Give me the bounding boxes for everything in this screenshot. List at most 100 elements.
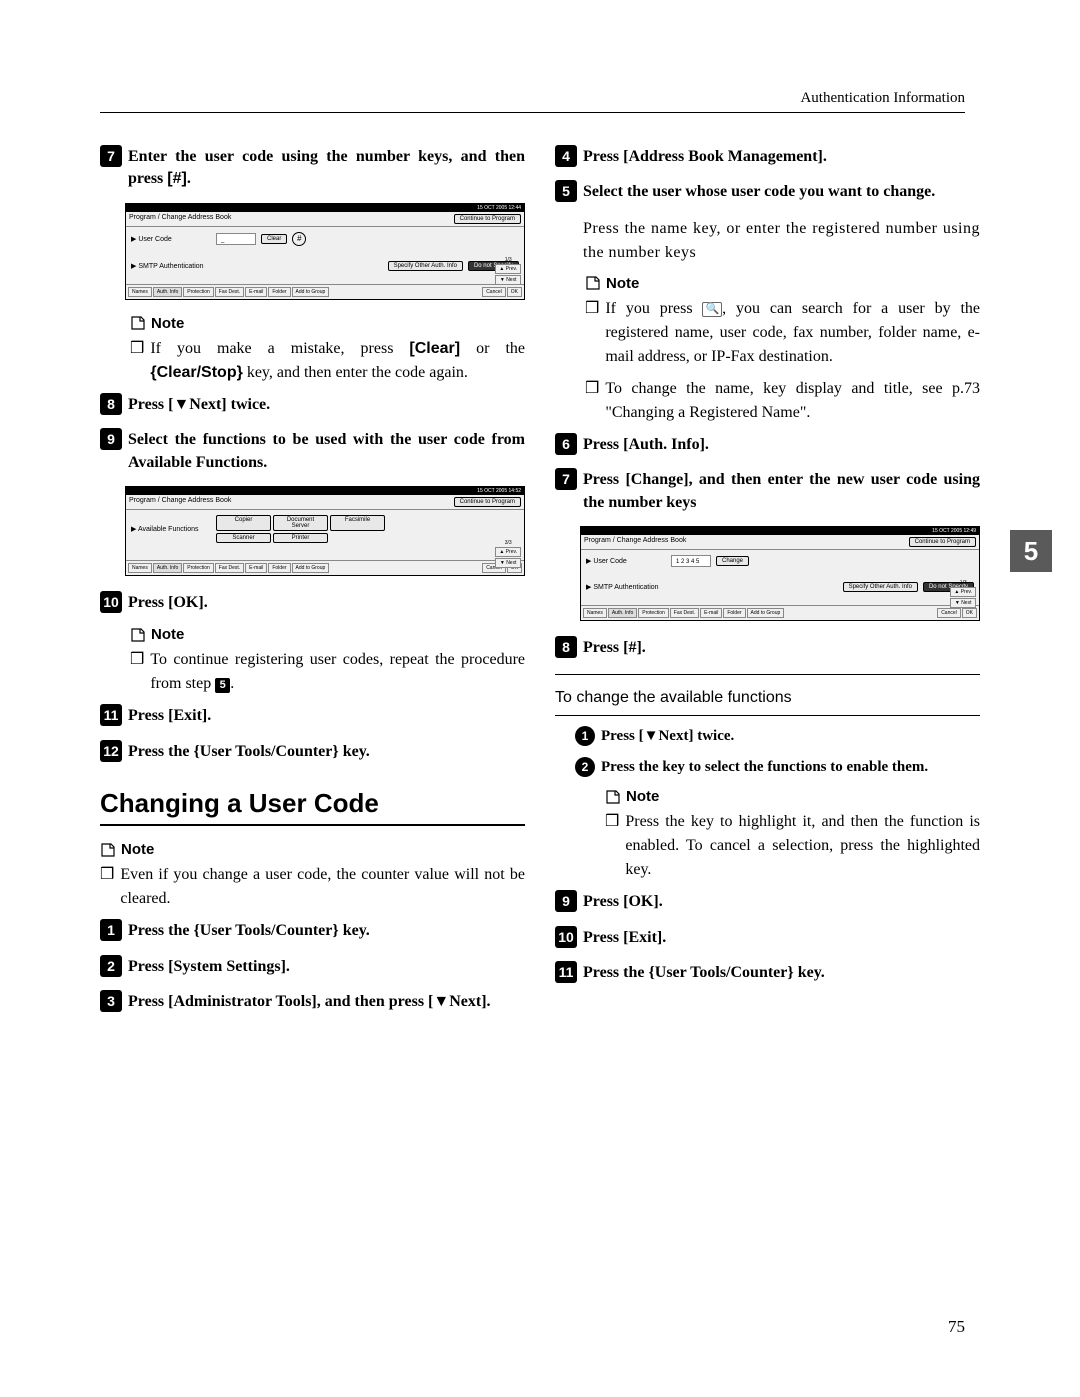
- ss2-tab-names[interactable]: Names: [128, 563, 152, 573]
- ss2-tab-auth[interactable]: Auth. Info: [153, 563, 182, 573]
- ss2-facsimile-btn[interactable]: Facsimile: [330, 515, 385, 531]
- step-5r-text: Select the user whose user code you want…: [583, 180, 935, 203]
- ss2-nav-prev[interactable]: ▲ Prev.: [495, 547, 521, 557]
- ss3-smtp-label: ▶ SMTP Authentication: [586, 583, 666, 591]
- bullet-icon: ❒: [605, 810, 619, 882]
- ss3-tab-folder[interactable]: Folder: [723, 608, 745, 618]
- ss3-tab-auth[interactable]: Auth. Info: [608, 608, 637, 618]
- step-6r-text: Press [Auth. Info].: [583, 433, 709, 456]
- note-text: If you press 🔍, you can search for a use…: [605, 297, 980, 369]
- ss-tab-auth[interactable]: Auth. Info: [153, 287, 182, 297]
- search-key-icon: 🔍: [702, 302, 722, 317]
- ss-nav-prev[interactable]: ▲ Prev.: [495, 264, 521, 274]
- ss3-ok-btn[interactable]: OK: [962, 608, 977, 618]
- step-12-text: Press the {User Tools/Counter} key.: [128, 740, 370, 763]
- ss3-tab-fax[interactable]: Fax Dest.: [670, 608, 699, 618]
- step-4r-text: Press [Address Book Management].: [583, 145, 827, 168]
- ss2-tab-protection[interactable]: Protection: [183, 563, 214, 573]
- note-label: Note: [121, 841, 154, 858]
- step-11-text: Press [Exit].: [128, 704, 211, 727]
- ss-tab-addgroup[interactable]: Add to Group: [292, 287, 330, 297]
- ss-hash-btn[interactable]: #: [292, 232, 306, 246]
- bullet-icon: ❒: [130, 648, 144, 696]
- step-7-text: Enter the user code using the number key…: [128, 145, 525, 191]
- ss-tab-protection[interactable]: Protection: [183, 287, 214, 297]
- ss3-user-code-label: ▶ User Code: [586, 557, 666, 565]
- note-label: Note: [151, 626, 184, 643]
- ss3-continue-btn[interactable]: Continue to Program: [909, 537, 976, 547]
- step-2b-text: Press [System Settings].: [128, 955, 290, 978]
- ss3-cancel-btn[interactable]: Cancel: [937, 608, 961, 618]
- ss-tab-names[interactable]: Names: [128, 287, 152, 297]
- ss2-tab-folder[interactable]: Folder: [268, 563, 290, 573]
- ss2-docserver-btn[interactable]: Document Server: [273, 515, 328, 531]
- step-3b-text: Press [Administrator Tools], and then pr…: [128, 990, 491, 1013]
- ss3-specify-other-btn[interactable]: Specify Other Auth. Info: [843, 582, 918, 592]
- step-number-1b: 1: [100, 919, 122, 941]
- ss2-copier-btn[interactable]: Copier: [216, 515, 271, 531]
- sub-step-1-text: Press [▼Next] twice.: [601, 726, 734, 747]
- ss3-tab-addgroup[interactable]: Add to Group: [747, 608, 785, 618]
- step-9-text: Select the functions to be used with the…: [128, 428, 525, 474]
- screenshot-change-user-code: 15 OCT 2005 12:49 Program / Change Addre…: [580, 526, 980, 621]
- note-icon: [130, 627, 146, 643]
- ss2-nav-next[interactable]: ▼ Next: [495, 558, 521, 568]
- note-label: Note: [626, 788, 659, 805]
- ss-clear-btn[interactable]: Clear: [261, 234, 287, 244]
- bullet-icon: ❒: [585, 297, 599, 369]
- page-header-title: Authentication Information: [800, 90, 965, 107]
- section-underline: [100, 824, 525, 826]
- note-icon: [130, 315, 146, 331]
- ss-tab-fax[interactable]: Fax Dest.: [215, 287, 244, 297]
- section-title: Changing a User Code: [100, 788, 525, 819]
- sub-step-2: 2: [575, 757, 595, 777]
- step-number-10: 10: [100, 591, 122, 613]
- ss-tab-email[interactable]: E-mail: [245, 287, 267, 297]
- ss2-printer-btn[interactable]: Printer: [273, 533, 328, 543]
- ss2-avail-label: ▶ Available Functions: [131, 525, 211, 533]
- note-text: Even if you change a user code, the coun…: [120, 863, 525, 911]
- screenshot-available-functions: 15 OCT 2005 14:52 Program / Change Addre…: [125, 486, 525, 576]
- step-number-12: 12: [100, 740, 122, 762]
- ss-continue-btn[interactable]: Continue to Program: [454, 214, 521, 224]
- ss2-continue-btn[interactable]: Continue to Program: [454, 497, 521, 507]
- step-number-8: 8: [100, 393, 122, 415]
- step-number-6r: 6: [555, 433, 577, 455]
- ss2-nav-count: 3/3: [495, 540, 521, 546]
- ss-smtp-label: ▶ SMTP Authentication: [131, 262, 211, 270]
- bullet-icon: ❒: [585, 377, 599, 425]
- step-9r-text: Press [OK].: [583, 890, 663, 913]
- ss3-user-code-input[interactable]: 1 2 3 4 5: [671, 555, 711, 567]
- ss2-tab-addgroup[interactable]: Add to Group: [292, 563, 330, 573]
- ss-cancel-btn[interactable]: Cancel: [482, 287, 506, 297]
- ss-nav-count: 1/3: [495, 257, 521, 263]
- ss3-change-btn[interactable]: Change: [716, 556, 749, 566]
- ss2-scanner-btn[interactable]: Scanner: [216, 533, 271, 543]
- ss3-nav-count: 1/3: [950, 580, 976, 586]
- ss3-tab-email[interactable]: E-mail: [700, 608, 722, 618]
- step-1b-text: Press the {User Tools/Counter} key.: [128, 919, 370, 942]
- ss2-tab-fax[interactable]: Fax Dest.: [215, 563, 244, 573]
- sub-divider: [555, 674, 980, 675]
- ss3-nav-next[interactable]: ▼ Next: [950, 598, 976, 608]
- step-number-5r: 5: [555, 180, 577, 202]
- ss2-tab-email[interactable]: E-mail: [245, 563, 267, 573]
- ss-specify-other-btn[interactable]: Specify Other Auth. Info: [388, 261, 463, 271]
- note-label: Note: [151, 315, 184, 332]
- ss-user-code-input[interactable]: _: [216, 233, 256, 245]
- step-number-11: 11: [100, 704, 122, 726]
- ss3-tab-names[interactable]: Names: [583, 608, 607, 618]
- ss-ok-btn[interactable]: OK: [507, 287, 522, 297]
- ss3-tab-protection[interactable]: Protection: [638, 608, 669, 618]
- note-text: Press the key to highlight it, and then …: [625, 810, 980, 882]
- ss-tab-folder[interactable]: Folder: [268, 287, 290, 297]
- step-7r-text: Press [Change], and then enter the new u…: [583, 468, 980, 514]
- note-label: Note: [606, 275, 639, 292]
- step-10r-text: Press [Exit].: [583, 926, 666, 949]
- ss-nav-next[interactable]: ▼ Next: [495, 275, 521, 285]
- step-8r-text: Press [#].: [583, 636, 646, 659]
- ss3-nav-prev[interactable]: ▲ Prev.: [950, 587, 976, 597]
- bullet-icon: ❒: [130, 337, 144, 385]
- note-text: If you make a mistake, press [Clear] or …: [150, 337, 525, 385]
- header-divider: [100, 112, 965, 113]
